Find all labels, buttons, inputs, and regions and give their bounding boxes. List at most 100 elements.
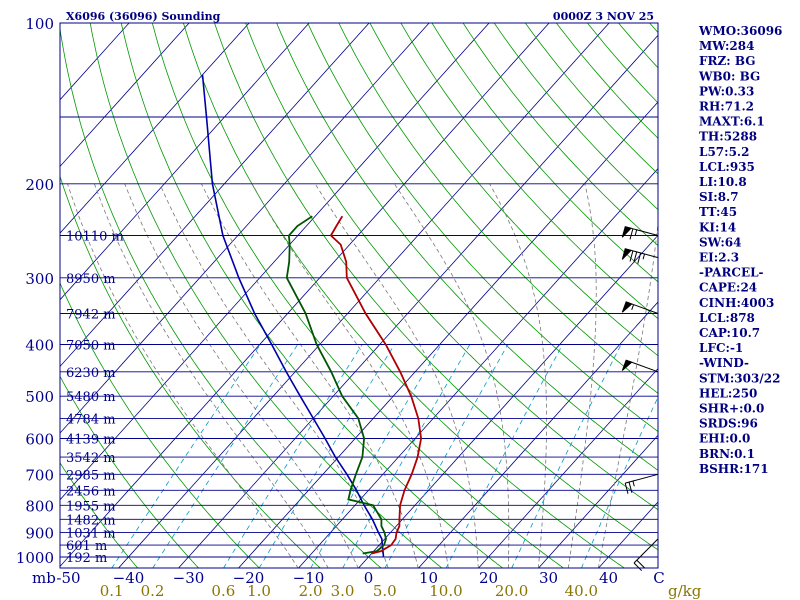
- height-label: 8950 m: [66, 272, 116, 287]
- index-value: LCL:878: [699, 311, 755, 325]
- dry-adiabat-line: [60, 26, 382, 568]
- isotherm-line: [60, 23, 370, 368]
- height-label: 2985 m: [66, 468, 116, 483]
- mixing-ratio-line: [223, 344, 363, 568]
- moist-adiabat-line: [489, 183, 547, 568]
- isotherm-line: [60, 23, 250, 234]
- index-value: TH:5288: [699, 130, 757, 144]
- wind-barb-half-feather: [632, 480, 635, 487]
- pressure-tick-label: 200: [25, 176, 54, 194]
- isotherm-line: [358, 234, 658, 568]
- height-label: 3542 m: [66, 451, 116, 466]
- plot-frame: [59, 22, 659, 569]
- wind-barb-feather: [633, 562, 643, 572]
- dewpoint-line: [285, 215, 387, 555]
- parcel-path-line: [201, 74, 385, 558]
- pressure-tick-label: 800: [25, 497, 54, 515]
- temperature-tick-label: 40: [599, 569, 618, 587]
- index-value: -PARCEL-: [699, 266, 764, 280]
- moist-adiabat-line: [314, 183, 479, 568]
- chart-title: X6096 (36096) Sounding: [66, 10, 221, 23]
- wind-barb-feather: [629, 228, 634, 240]
- height-label: 601 m: [66, 539, 107, 554]
- dry-adiabat-line: [400, 23, 658, 320]
- sounding-profiles: [201, 74, 423, 558]
- isotherm-line: [60, 23, 190, 168]
- wind-barb: [621, 359, 659, 373]
- wind-barb-feather: [628, 481, 633, 493]
- index-value: CINH:4003: [699, 296, 774, 310]
- moist-adiabat-line: [159, 183, 389, 568]
- dry-adiabat-line: [462, 23, 658, 247]
- wind-barbs: [621, 226, 659, 572]
- index-value: LCL:935: [699, 160, 755, 174]
- height-label: 1031 m: [66, 527, 116, 542]
- isotherm-line: [238, 101, 658, 568]
- moist-adiabat-line: [67, 183, 299, 568]
- temperature-tick-label: -50: [56, 569, 80, 587]
- index-value: -WIND-: [699, 356, 749, 370]
- wind-barb-feather: [624, 482, 629, 494]
- dry-adiabat-line: [60, 462, 139, 568]
- wind-barb-staff: [625, 473, 659, 484]
- moist-adiabat-line: [124, 183, 359, 568]
- isotherm-line: [60, 23, 310, 301]
- pressure-tick-label: 1000: [16, 549, 54, 567]
- index-value: CAPE:24: [699, 281, 757, 295]
- mixing-ratio-label: 10.0: [429, 582, 462, 600]
- index-value: HEL:250: [699, 386, 757, 400]
- wind-barb-feather: [629, 250, 634, 262]
- wind-barb-flag: [621, 226, 632, 238]
- moist-adiabat-line: [567, 183, 597, 568]
- dry-adiabat-line: [431, 23, 658, 283]
- height-label: 6230 m: [66, 366, 116, 381]
- dry-adiabat-line: [276, 23, 658, 471]
- isotherm-line: [478, 368, 658, 568]
- dry-adiabat-line: [60, 174, 321, 568]
- index-value: EHI:0.0: [699, 432, 750, 446]
- wind-barb: [624, 473, 659, 494]
- isotherm-line: [298, 168, 658, 568]
- isotherm-line: [60, 23, 430, 434]
- index-value: SI:8.7: [699, 190, 739, 204]
- index-value: EI:2.3: [699, 251, 739, 265]
- mixing-ratio-line: [258, 344, 395, 568]
- moist-adiabat-line: [597, 219, 658, 568]
- height-label: 2456 m: [66, 484, 116, 499]
- unit-label: mb: [32, 569, 56, 587]
- sounding-datetime: 0000Z 3 NOV 25: [553, 10, 654, 23]
- dry-adiabat-line: [60, 281, 260, 568]
- height-label: 4784 m: [66, 412, 116, 427]
- moist-adiabat-line: [251, 183, 449, 568]
- dry-adiabat-line: [245, 23, 658, 511]
- wind-barb: [621, 301, 659, 314]
- height-label: 192 m: [66, 551, 107, 566]
- mixing-ratio-label: 0.2: [141, 582, 165, 600]
- mixing-ratio-label: 2.0: [299, 582, 323, 600]
- temperature-unit-label: C: [653, 569, 664, 587]
- mixing-ratio-label: 40.0: [565, 582, 598, 600]
- pressure-tick-label: 100: [25, 15, 54, 33]
- temperature-tick-label: 0: [364, 569, 374, 587]
- height-label: 1482 m: [66, 513, 116, 528]
- isotherm-line: [178, 34, 658, 568]
- pressure-tick-label: 300: [25, 270, 54, 288]
- height-label: 7050 m: [66, 339, 116, 354]
- mixing-ratio-label: 3.0: [331, 582, 355, 600]
- wind-barb-half-feather: [634, 229, 638, 236]
- height-label: 1955 m: [66, 499, 116, 514]
- wind-barb-staff: [633, 538, 659, 564]
- wind-barb-flag: [621, 301, 633, 313]
- plot-background: [60, 23, 658, 568]
- index-value: MAXT:6.1: [699, 115, 765, 129]
- index-value: PW:0.33: [699, 84, 754, 98]
- index-value: TT:45: [699, 205, 737, 219]
- mixing-ratio-line: [511, 344, 622, 568]
- dry-adiabat-line: [214, 23, 658, 551]
- height-label: 4139 m: [66, 433, 116, 448]
- index-value: SRDS:96: [699, 417, 758, 431]
- dry-adiabat-line: [307, 23, 658, 433]
- wind-barb: [621, 226, 659, 240]
